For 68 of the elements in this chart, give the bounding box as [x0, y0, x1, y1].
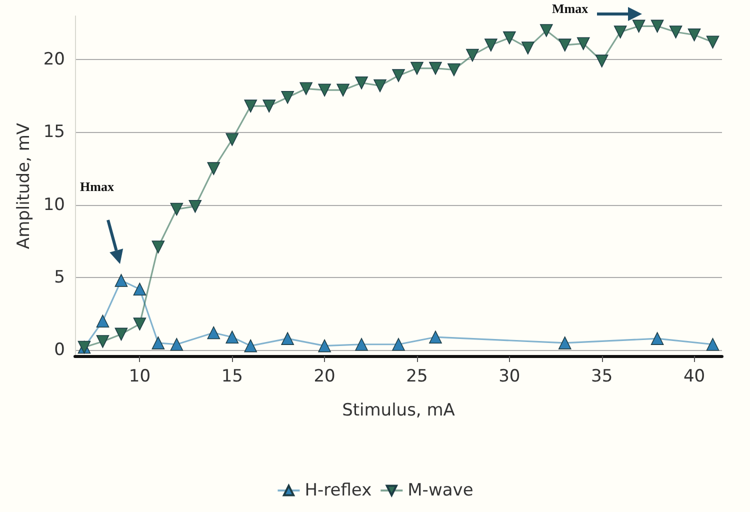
point	[650, 332, 664, 345]
x-tick-label: 10	[128, 366, 151, 386]
point	[632, 20, 646, 33]
point	[355, 338, 368, 351]
point	[207, 326, 220, 340]
point	[429, 62, 442, 75]
point	[281, 90, 294, 104]
point	[207, 162, 220, 175]
point	[650, 20, 664, 33]
point	[114, 328, 128, 341]
point	[318, 84, 331, 97]
point	[706, 338, 720, 351]
x-axis-title: Stimulus, mA	[342, 400, 456, 420]
point	[355, 76, 368, 90]
point	[522, 42, 534, 54]
point	[374, 79, 386, 92]
point	[336, 84, 350, 97]
x-tick-label: 35	[591, 366, 613, 386]
point	[558, 336, 572, 350]
y-tick-label: 0	[54, 340, 65, 360]
point	[392, 69, 405, 82]
point	[706, 36, 720, 49]
point	[614, 26, 627, 38]
x-tick-label: 30	[498, 366, 520, 386]
point	[114, 274, 128, 287]
point	[595, 54, 608, 68]
point	[170, 202, 184, 216]
x-tick-label: 15	[221, 366, 243, 386]
point	[152, 240, 165, 254]
point	[226, 330, 239, 344]
point	[226, 133, 239, 146]
y-tick-label: 20	[43, 50, 65, 70]
point	[466, 48, 479, 62]
point	[262, 100, 276, 112]
point	[318, 339, 331, 352]
legend-label: H-reflex	[304, 480, 372, 500]
point	[540, 24, 553, 37]
point	[448, 63, 460, 76]
y-tick-label: 5	[54, 268, 65, 288]
y-tick-label: 15	[43, 122, 65, 142]
x-tick-label: 40	[683, 366, 706, 386]
annotation: Hmax	[80, 179, 114, 194]
point	[669, 26, 682, 38]
point	[558, 38, 572, 52]
point	[688, 28, 701, 42]
legend-label: M-wave	[408, 480, 474, 500]
point	[244, 100, 258, 112]
point	[133, 318, 146, 330]
point	[244, 339, 258, 352]
point	[484, 38, 498, 52]
point	[503, 31, 516, 44]
point	[133, 282, 146, 296]
point	[392, 338, 405, 351]
point	[152, 336, 165, 350]
point	[188, 200, 202, 213]
y-tick-label: 10	[43, 194, 65, 215]
point	[96, 335, 110, 348]
point	[300, 82, 312, 96]
point	[96, 314, 110, 328]
point	[281, 332, 294, 345]
point	[170, 338, 184, 351]
x-tick-label: 20	[314, 366, 336, 386]
y-axis-title: Amplitude, mV	[14, 122, 34, 250]
text: Mmax	[552, 1, 589, 16]
point	[429, 330, 442, 344]
x-tick-label: 25	[406, 366, 428, 386]
point	[410, 62, 424, 75]
point	[576, 37, 590, 50]
